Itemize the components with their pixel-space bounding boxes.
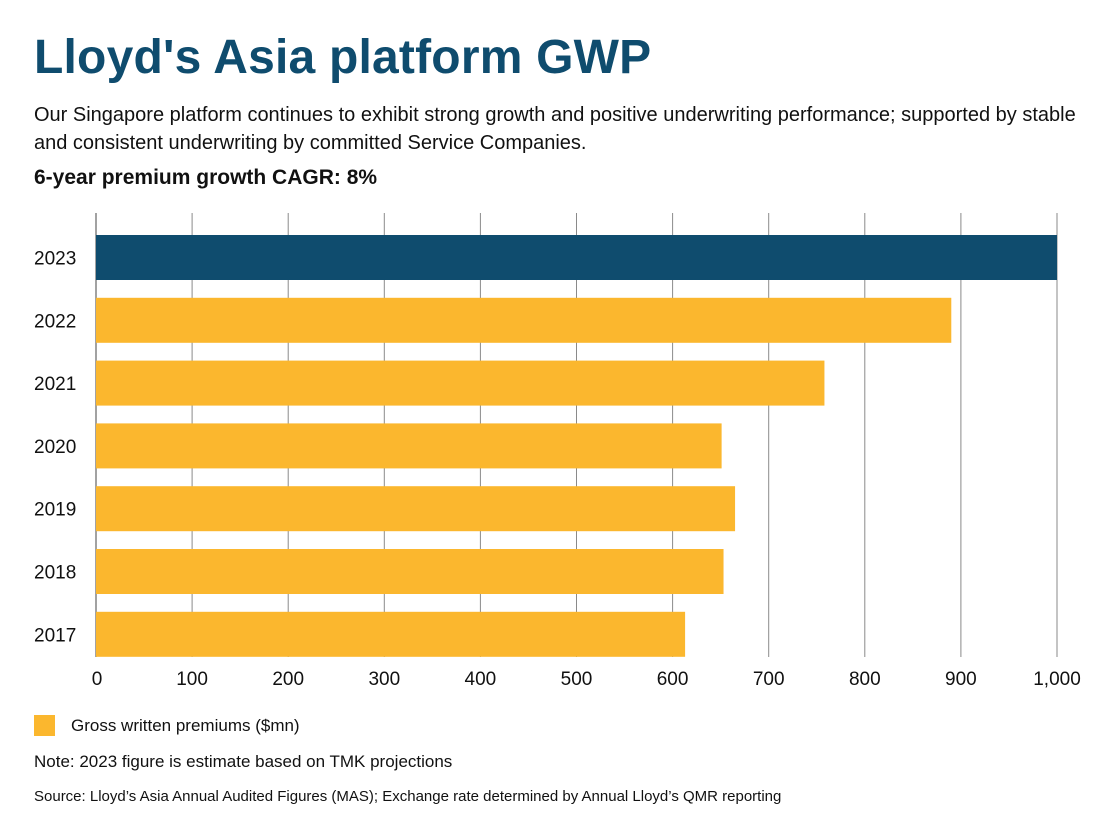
- x-tick-label: 900: [945, 669, 977, 690]
- y-category-label: 2021: [34, 374, 76, 395]
- x-tick-label: 500: [561, 669, 593, 690]
- y-category-label: 2020: [34, 437, 76, 458]
- x-tick-label: 700: [753, 669, 785, 690]
- bar: [96, 235, 1057, 280]
- cagr-subheading: 6-year premium growth CAGR: 8%: [34, 166, 378, 189]
- x-tick-label: 200: [272, 669, 304, 690]
- x-tick-label: 600: [657, 669, 689, 690]
- y-category-label: 2019: [34, 500, 76, 521]
- bar: [96, 611, 686, 657]
- chart-title: Lloyd's Asia platform GWP: [34, 31, 652, 84]
- legend: Gross written premiums ($mn): [34, 715, 300, 736]
- footnote: Note: 2023 figure is estimate based on T…: [34, 752, 453, 771]
- y-category-label: 2018: [34, 563, 76, 584]
- y-category-label: 2017: [34, 625, 76, 646]
- source-note: Source: Lloyd’s Asia Annual Audited Figu…: [34, 788, 782, 805]
- y-category-label: 2022: [34, 311, 76, 332]
- legend-label: Gross written premiums ($mn): [71, 715, 300, 735]
- x-tick-label: 100: [176, 669, 208, 690]
- x-tick-label: 300: [368, 669, 400, 690]
- bar-chart: 0 100 200 300 400 500 600 700 800 900 1,000 2023 202…: [34, 213, 1081, 690]
- legend-swatch: [34, 715, 55, 736]
- bar: [96, 423, 722, 469]
- x-tick-label: 800: [849, 669, 881, 690]
- y-category-label: 2023: [34, 249, 76, 270]
- bar: [96, 297, 952, 343]
- chart-subtitle: Our Singapore platform continues to exhi…: [34, 104, 1076, 154]
- x-tick-label: 1,000: [1033, 669, 1081, 690]
- bar: [96, 549, 724, 594]
- bar: [96, 360, 825, 406]
- x-tick-label: 400: [465, 669, 497, 690]
- x-tick-label: 0: [92, 669, 103, 690]
- bar: [96, 486, 736, 532]
